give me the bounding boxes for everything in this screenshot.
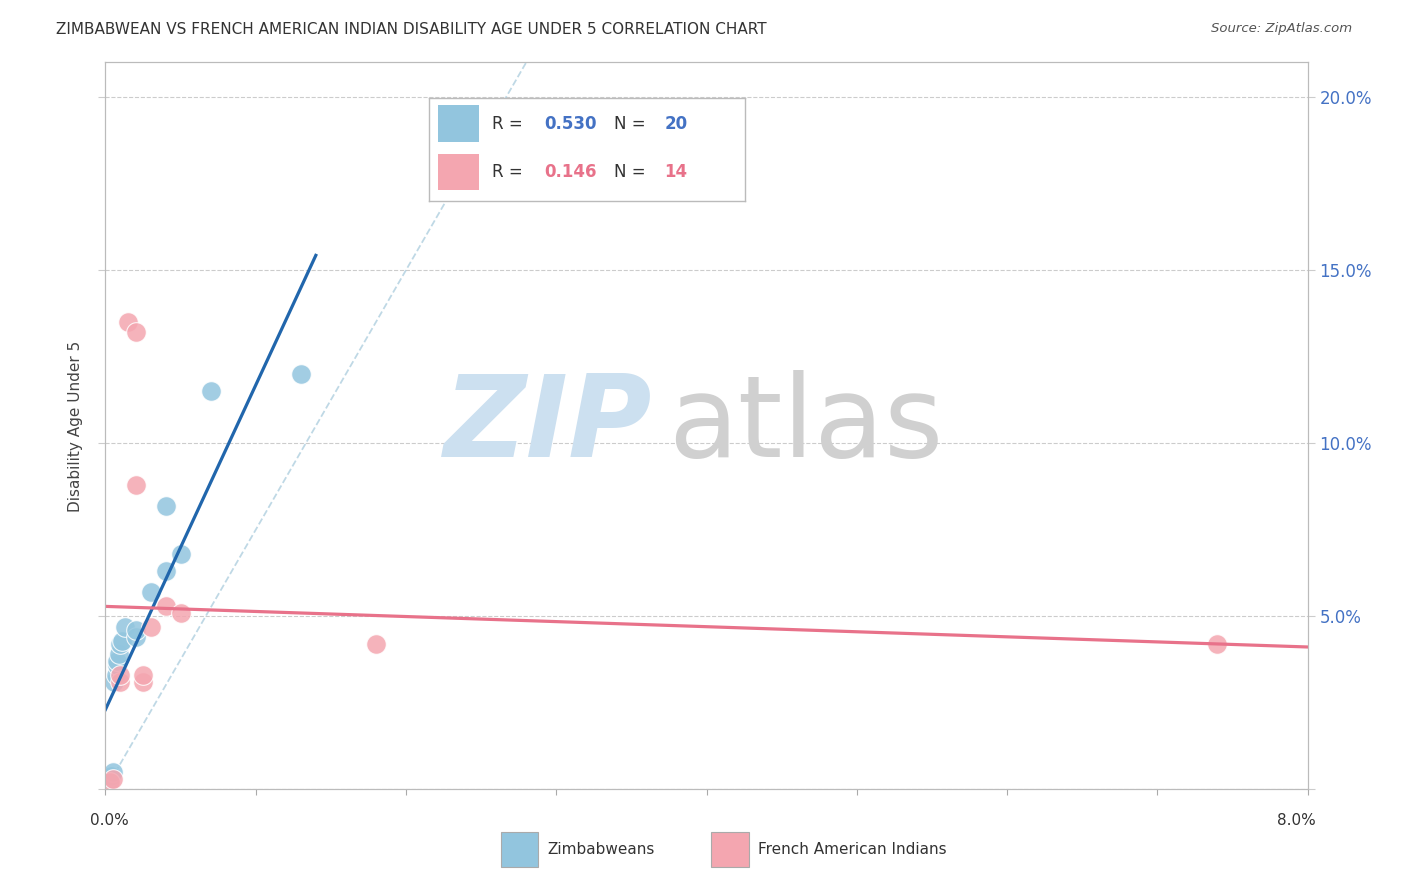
Point — [114, 620, 136, 634]
Point — [117, 315, 139, 329]
Bar — [439, 105, 479, 142]
Point — [139, 585, 162, 599]
Text: N =: N = — [614, 115, 651, 133]
Text: French American Indians: French American Indians — [758, 842, 946, 857]
Point — [101, 765, 124, 780]
Point — [364, 637, 387, 651]
Point — [155, 599, 177, 613]
Point — [101, 772, 124, 786]
Text: Source: ZipAtlas.com: Source: ZipAtlas.com — [1212, 22, 1353, 36]
Bar — [711, 832, 749, 867]
Text: Zimbabweans: Zimbabweans — [547, 842, 654, 857]
Point — [155, 565, 177, 579]
Text: 14: 14 — [665, 163, 688, 181]
Point — [132, 668, 155, 682]
Point — [124, 630, 146, 644]
Point — [124, 326, 146, 340]
Point — [110, 637, 132, 651]
Point — [169, 547, 191, 561]
Point — [200, 384, 222, 399]
Point — [100, 768, 122, 782]
Point — [290, 367, 312, 381]
Text: ZIP: ZIP — [444, 370, 652, 482]
Point — [107, 654, 129, 668]
Bar — [501, 832, 538, 867]
Text: 0.146: 0.146 — [544, 163, 596, 181]
Point — [98, 772, 121, 786]
Point — [1206, 637, 1229, 651]
Point — [97, 775, 120, 789]
Point — [110, 675, 132, 690]
Text: ZIMBABWEAN VS FRENCH AMERICAN INDIAN DISABILITY AGE UNDER 5 CORRELATION CHART: ZIMBABWEAN VS FRENCH AMERICAN INDIAN DIS… — [56, 22, 766, 37]
Text: atlas: atlas — [668, 370, 943, 482]
Point — [107, 657, 129, 672]
Point — [108, 648, 131, 662]
Y-axis label: Disability Age Under 5: Disability Age Under 5 — [67, 341, 83, 511]
Text: 8.0%: 8.0% — [1277, 814, 1316, 828]
Text: N =: N = — [614, 163, 651, 181]
Point — [139, 620, 162, 634]
Point — [104, 668, 127, 682]
Point — [132, 675, 155, 690]
Point — [169, 606, 191, 620]
Point — [124, 623, 146, 637]
Text: 20: 20 — [665, 115, 688, 133]
Text: R =: R = — [492, 115, 529, 133]
Point — [103, 675, 125, 690]
Point — [98, 775, 121, 789]
Point — [155, 499, 177, 513]
Point — [111, 633, 134, 648]
Text: R =: R = — [492, 163, 529, 181]
Point — [110, 668, 132, 682]
Point — [124, 477, 146, 491]
Text: 0.530: 0.530 — [544, 115, 596, 133]
Text: 0.0%: 0.0% — [90, 814, 129, 828]
Bar — [439, 153, 479, 190]
